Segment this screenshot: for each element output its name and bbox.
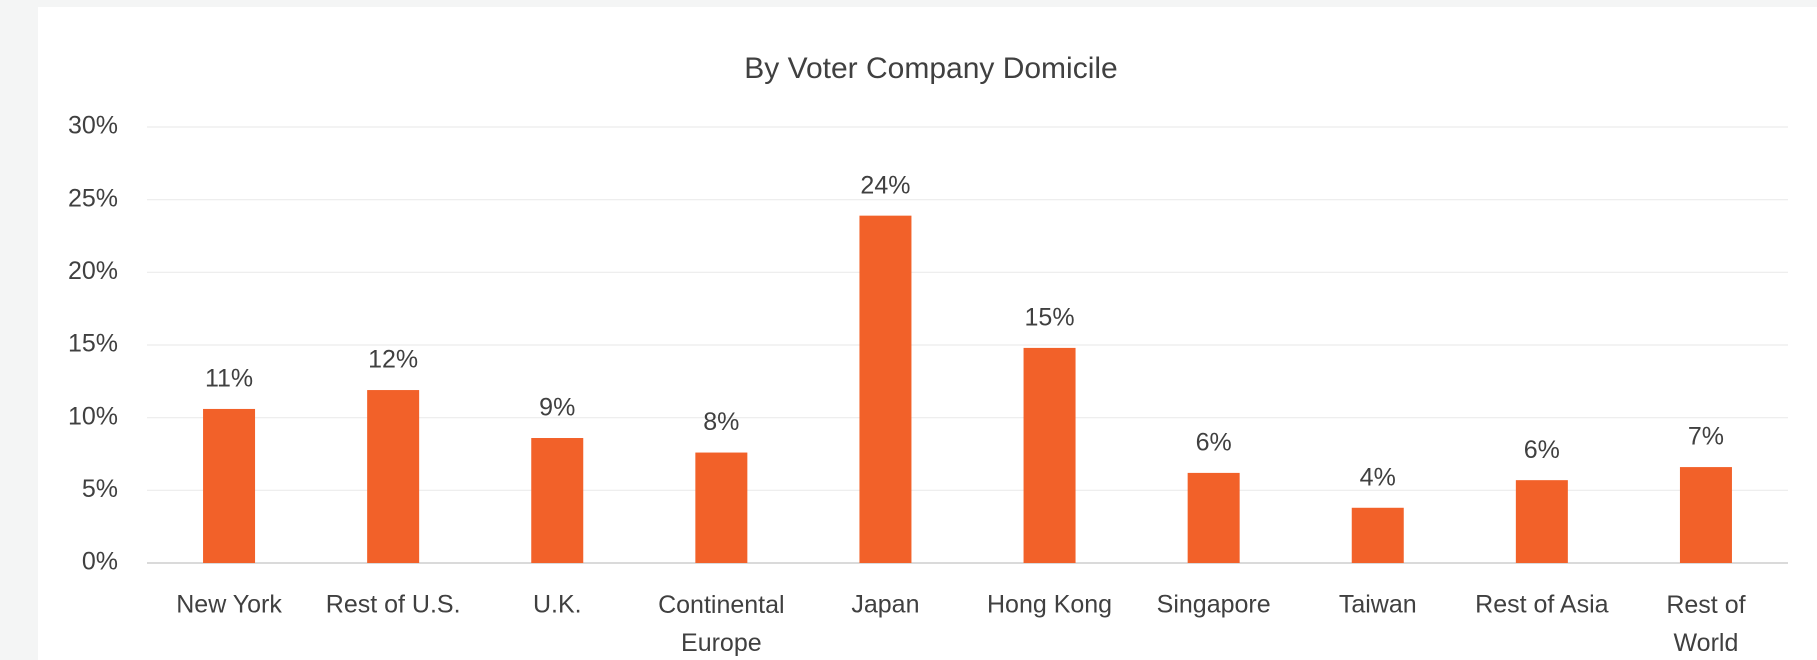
y-tick-label: 15%: [68, 330, 118, 358]
bar: [531, 438, 584, 563]
y-tick-label: 30%: [68, 112, 118, 140]
x-tick-label: Singapore: [1157, 591, 1271, 619]
data-label: 12%: [368, 346, 418, 374]
data-label: 8%: [703, 408, 739, 436]
data-label: 9%: [539, 394, 575, 422]
data-label: 4%: [1360, 463, 1396, 491]
y-tick-label: 0%: [82, 548, 118, 576]
x-tick-label: Japan: [851, 591, 919, 619]
y-tick-label: 5%: [82, 475, 118, 503]
data-label: 15%: [1025, 304, 1075, 332]
bar: [1679, 467, 1732, 563]
data-label: 6%: [1196, 429, 1232, 457]
x-tick-label: Rest of Asia: [1475, 591, 1608, 619]
y-tick-label: 25%: [68, 184, 118, 212]
bar: [1351, 507, 1404, 563]
bar: [695, 452, 748, 563]
bar: [1023, 347, 1076, 563]
x-tick-label: Continental Europe: [658, 591, 784, 657]
bar: [367, 390, 420, 563]
data-label: 7%: [1688, 423, 1724, 451]
y-tick-label: 20%: [68, 257, 118, 285]
x-tick-label: Taiwan: [1339, 591, 1417, 619]
x-tick-label: Hong Kong: [987, 591, 1112, 619]
bar: [859, 215, 912, 564]
y-tick-label: 10%: [68, 402, 118, 430]
chart-title: By Voter Company Domicile: [744, 52, 1117, 85]
data-label: 6%: [1524, 436, 1560, 464]
bar: [203, 408, 256, 563]
x-tick-label: New York: [176, 591, 282, 619]
x-tick-label: Rest of U.S.: [326, 591, 461, 619]
bar: [1187, 472, 1240, 563]
bar: [1515, 480, 1568, 563]
data-label: 11%: [205, 365, 253, 393]
x-tick-label: U.K.: [533, 591, 582, 619]
x-tick-label: Rest of World: [1666, 591, 1745, 657]
data-label: 24%: [860, 171, 910, 199]
